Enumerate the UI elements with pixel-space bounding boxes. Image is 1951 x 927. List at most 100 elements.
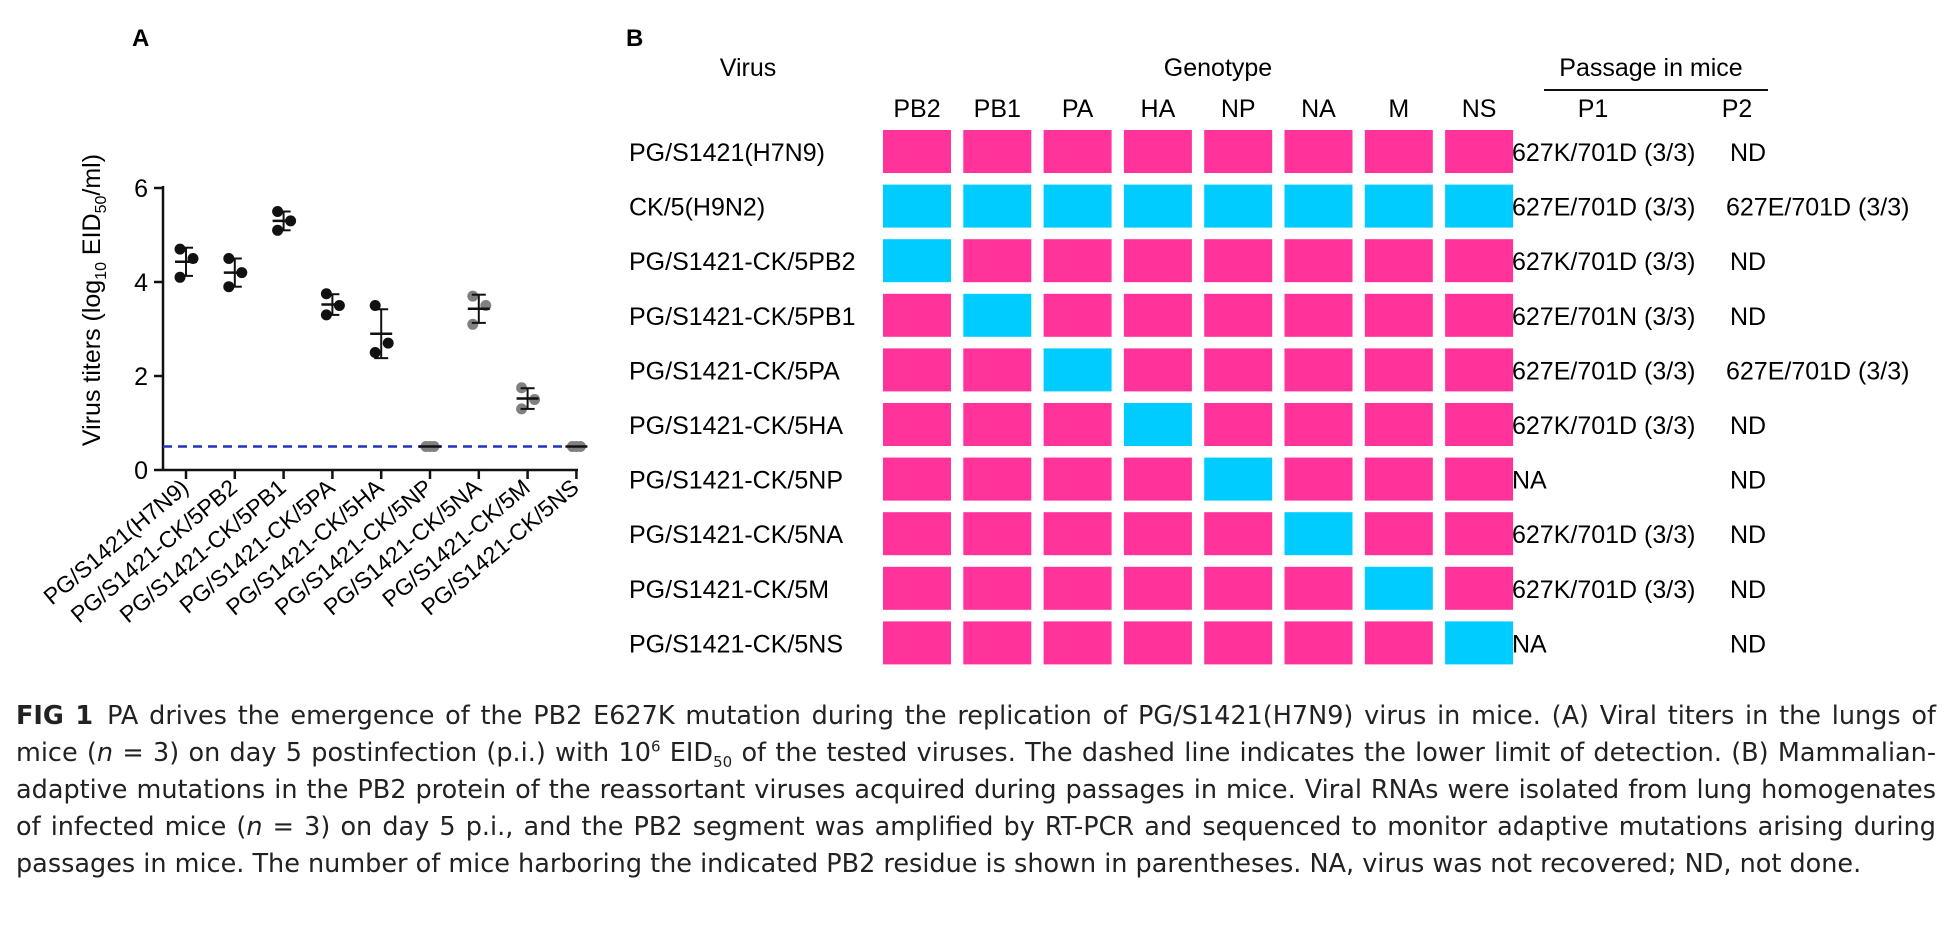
- caption-text-3: EID: [660, 738, 714, 768]
- genotype-cell: [1204, 621, 1273, 665]
- genotype-cell: [1445, 512, 1514, 556]
- y-tick-label: 2: [134, 363, 148, 391]
- p1-value: 627K/701D (3/3): [1512, 412, 1695, 440]
- y-axis-label-part-1: Virus titers (log: [78, 280, 106, 446]
- genotype-cell: [1284, 512, 1353, 556]
- genotype-cell: [1445, 348, 1514, 392]
- data-point: [467, 290, 479, 302]
- genotype-cell: [1123, 239, 1192, 283]
- genotype-cell: [1284, 348, 1353, 392]
- p2-value: ND: [1730, 248, 1766, 276]
- genotype-cell: [883, 457, 951, 501]
- genotype-cell: [1445, 184, 1514, 228]
- genotype-row: PG/S1421-CK/5NP NA ND: [629, 457, 1766, 501]
- genotype-cell: [1445, 239, 1514, 283]
- caption-n-1: n: [96, 738, 114, 768]
- y-axis-label-part-3: EID: [78, 213, 106, 262]
- genotype-cell: [1284, 457, 1353, 501]
- genotype-cell: [883, 621, 951, 665]
- virus-name: PG/S1421-CK/5PB2: [629, 248, 856, 276]
- panel-b: B Virus Genotype Passage in mice P1 P2 P…: [626, 25, 1909, 665]
- header-p1: P1: [1578, 95, 1609, 123]
- genotype-cell: [1123, 348, 1192, 392]
- virus-name: CK/5(H9N2): [629, 194, 765, 222]
- genotype-cell: [1123, 512, 1192, 556]
- genotype-cell: [1364, 621, 1433, 665]
- data-point: [174, 243, 186, 255]
- panel-b-label: B: [626, 25, 643, 52]
- genotype-cell: [1284, 293, 1353, 337]
- genotype-cell: [1204, 130, 1273, 173]
- genotype-cell: [883, 512, 951, 556]
- genotype-row: PG/S1421-CK/5M 627K/701D (3/3) ND: [629, 566, 1766, 610]
- genotype-cell: [1284, 621, 1353, 665]
- genotype-cell: [883, 184, 951, 228]
- genotype-cell: [1204, 566, 1273, 610]
- genotype-cell: [883, 130, 951, 173]
- genotype-cell: [1123, 403, 1192, 446]
- caption-text-1: PA drives the emergence of the PB2 E627K…: [16, 701, 1936, 768]
- genotype-row: CK/5(H9N2) 627E/701D (3/3) 627E/701D (3/3): [629, 184, 1909, 228]
- genotype-cell: [1043, 512, 1112, 556]
- genotype-cell: [1284, 403, 1353, 446]
- genotype-cell: [1364, 403, 1433, 446]
- genotype-cell: [1123, 293, 1192, 337]
- genotype-cell: [963, 512, 1032, 556]
- genotype-cell: [963, 457, 1032, 501]
- caption-text-5: = 3) on day 5 p.i., and the PB2 segment …: [16, 812, 1936, 879]
- genotype-cell: [1364, 348, 1433, 392]
- genotype-cell: [1123, 566, 1192, 610]
- genotype-row: PG/S1421-CK/5PA 627E/701D (3/3) 627E/701D …: [629, 348, 1909, 392]
- genotype-cell: [1043, 348, 1112, 392]
- genotype-cell: [1043, 403, 1112, 446]
- genotype-cell: [1123, 621, 1192, 665]
- p1-value: 627K/701D (3/3): [1512, 576, 1695, 604]
- p2-value: 627E/701D (3/3): [1726, 357, 1909, 385]
- p2-value: ND: [1730, 630, 1766, 658]
- header-virus: Virus: [720, 54, 777, 82]
- genotype-cell: [1284, 130, 1353, 173]
- genotype-cell: [1123, 130, 1192, 173]
- p1-value: 627E/701N (3/3): [1512, 303, 1695, 331]
- genotype-row: PG/S1421(H7N9) 627K/701D (3/3) ND: [629, 130, 1766, 173]
- segment-header: PA: [1062, 95, 1094, 123]
- genotype-cell: [1364, 566, 1433, 610]
- genotype-cell: [1204, 457, 1273, 501]
- genotype-cell: [1204, 184, 1273, 228]
- genotype-cell: [1364, 512, 1433, 556]
- data-point: [174, 271, 186, 283]
- y-axis-label-sub-10: 10: [93, 262, 110, 280]
- segment-header: NP: [1221, 95, 1256, 123]
- genotype-cell: [1284, 184, 1353, 228]
- y-tick-label: 4: [134, 269, 148, 297]
- genotype-cell: [1204, 403, 1273, 446]
- genotype-cell: [883, 348, 951, 392]
- figure-caption: FIG 1 PA drives the emergence of the PB2 …: [16, 698, 1936, 883]
- virus-name: PG/S1421-CK/5NS: [629, 630, 843, 658]
- genotype-row: PG/S1421-CK/5NS NA ND: [629, 621, 1766, 665]
- genotype-cell: [1043, 621, 1112, 665]
- genotype-cell: [1445, 130, 1514, 173]
- genotype-cell: [1445, 457, 1514, 501]
- genotype-cell: [1043, 184, 1112, 228]
- virus-name: PG/S1421-CK/5NA: [629, 521, 843, 549]
- genotype-cell: [963, 621, 1032, 665]
- genotype-cell: [883, 293, 951, 337]
- genotype-cell: [1204, 239, 1273, 283]
- segment-headers: PB2 PB1 PA HA NP NA M NS: [893, 95, 1496, 123]
- p2-value: 627E/701D (3/3): [1726, 194, 1909, 222]
- genotype-cell: [1043, 457, 1112, 501]
- genotype-cell: [1364, 239, 1433, 283]
- data-point: [382, 337, 394, 349]
- caption-text-2: = 3) on day 5 postinfection (p.i.) with …: [113, 738, 651, 768]
- segment-header: HA: [1141, 95, 1176, 123]
- genotype-cell: [883, 239, 951, 283]
- p1-value: 627K/701D (3/3): [1512, 139, 1695, 167]
- y-axis-label-sub-50: 50: [93, 195, 110, 213]
- p1-value: 627E/701D (3/3): [1512, 194, 1695, 222]
- genotype-cell: [963, 403, 1032, 446]
- segment-header: PB2: [893, 95, 940, 123]
- genotype-cell: [1043, 130, 1112, 173]
- genotype-cell: [1204, 512, 1273, 556]
- segment-header: NS: [1462, 95, 1497, 123]
